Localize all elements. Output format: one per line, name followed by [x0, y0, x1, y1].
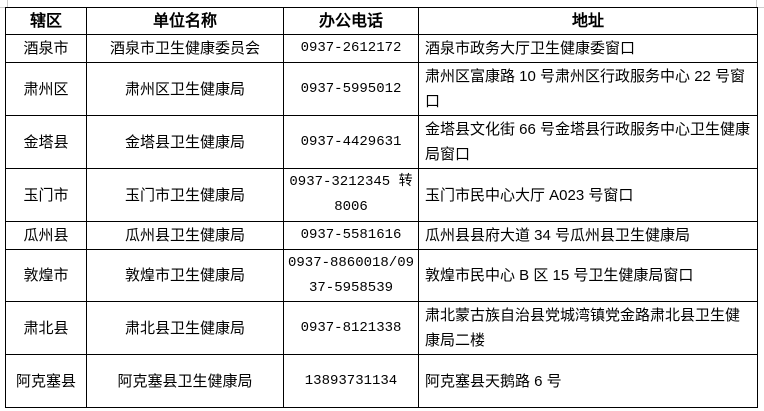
phone-cell: 0937-5995012 [283, 62, 419, 116]
phone-cell: 0937-8121338 [283, 301, 419, 355]
phone-cell: 0937-4429631 [283, 115, 419, 169]
address-cell: 阿克塞县天鹅路 6 号 [418, 354, 758, 408]
unit-cell: 瓜州县卫生健康局 [86, 221, 284, 250]
table-row: 敦煌市 敦煌市卫生健康局 0937-8860018/0937-5958539 敦煌市民… [5, 249, 758, 302]
address-cell: 金塔县文化街 66 号金塔县行政服务中心卫生健康局窗口 [418, 115, 758, 169]
address-cell: 玉门市民中心大厅 A023 号窗口 [418, 168, 758, 222]
district-cell: 肃州区 [5, 62, 87, 116]
phone-cell: 0937-8860018/0937-5958539 [283, 249, 419, 302]
table-row: 金塔县 金塔县卫生健康局 0937-4429631 金塔县文化街 66 号金塔县行政服… [5, 115, 758, 169]
unit-cell: 肃州区卫生健康局 [86, 62, 284, 116]
district-cell: 酒泉市 [5, 34, 87, 63]
unit-cell: 敦煌市卫生健康局 [86, 249, 284, 302]
phone-cell: 13893731134 [283, 354, 419, 408]
table-row: 肃北县 肃北县卫生健康局 0937-8121338 肃北蒙古族自治县党城湾镇党金路肃北… [5, 301, 758, 355]
header-address: 地址 [418, 7, 758, 35]
district-cell: 金塔县 [5, 115, 87, 169]
table-row: 瓜州县 瓜州县卫生健康局 0937-5581616 瓜州县县府大道 34 号瓜州县卫生… [5, 221, 758, 250]
phone-cell: 0937-5581616 [283, 221, 419, 250]
page-corner-mark [756, 0, 764, 8]
header-phone: 办公电话 [283, 7, 419, 35]
table-row: 玉门市 玉门市卫生健康局 0937-3212345 转 8006 玉门市民中心大厅 A… [5, 168, 758, 222]
address-cell: 敦煌市民中心 B 区 15 号卫生健康局窗口 [418, 249, 758, 302]
address-cell: 酒泉市政务大厅卫生健康委窗口 [418, 34, 758, 63]
page-corner-mark [0, 0, 8, 8]
header-unit: 单位名称 [86, 7, 284, 35]
unit-cell: 酒泉市卫生健康委员会 [86, 34, 284, 63]
table-row: 酒泉市 酒泉市卫生健康委员会 0937-2612172 酒泉市政务大厅卫生健康委窗口 [5, 34, 758, 63]
health-bureau-contact-table: 辖区 单位名称 办公电话 地址 酒泉市 酒泉市卫生健康委员会 0937-261217… [5, 7, 758, 408]
district-cell: 肃北县 [5, 301, 87, 355]
unit-cell: 金塔县卫生健康局 [86, 115, 284, 169]
table-row: 阿克塞县 阿克塞县卫生健康局 13893731134 阿克塞县天鹅路 6 号 [5, 354, 758, 408]
district-cell: 敦煌市 [5, 249, 87, 302]
header-district: 辖区 [5, 7, 87, 35]
table-header-row: 辖区 单位名称 办公电话 地址 [5, 7, 758, 35]
table-row: 肃州区 肃州区卫生健康局 0937-5995012 肃州区富康路 10 号肃州区行政服… [5, 62, 758, 116]
unit-cell: 玉门市卫生健康局 [86, 168, 284, 222]
unit-cell: 肃北县卫生健康局 [86, 301, 284, 355]
district-cell: 玉门市 [5, 168, 87, 222]
district-cell: 阿克塞县 [5, 354, 87, 408]
phone-cell: 0937-3212345 转 8006 [283, 168, 419, 222]
address-cell: 肃州区富康路 10 号肃州区行政服务中心 22 号窗口 [418, 62, 758, 116]
district-cell: 瓜州县 [5, 221, 87, 250]
address-cell: 肃北蒙古族自治县党城湾镇党金路肃北县卫生健康局二楼 [418, 301, 758, 355]
phone-cell: 0937-2612172 [283, 34, 419, 63]
address-cell: 瓜州县县府大道 34 号瓜州县卫生健康局 [418, 221, 758, 250]
unit-cell: 阿克塞县卫生健康局 [86, 354, 284, 408]
